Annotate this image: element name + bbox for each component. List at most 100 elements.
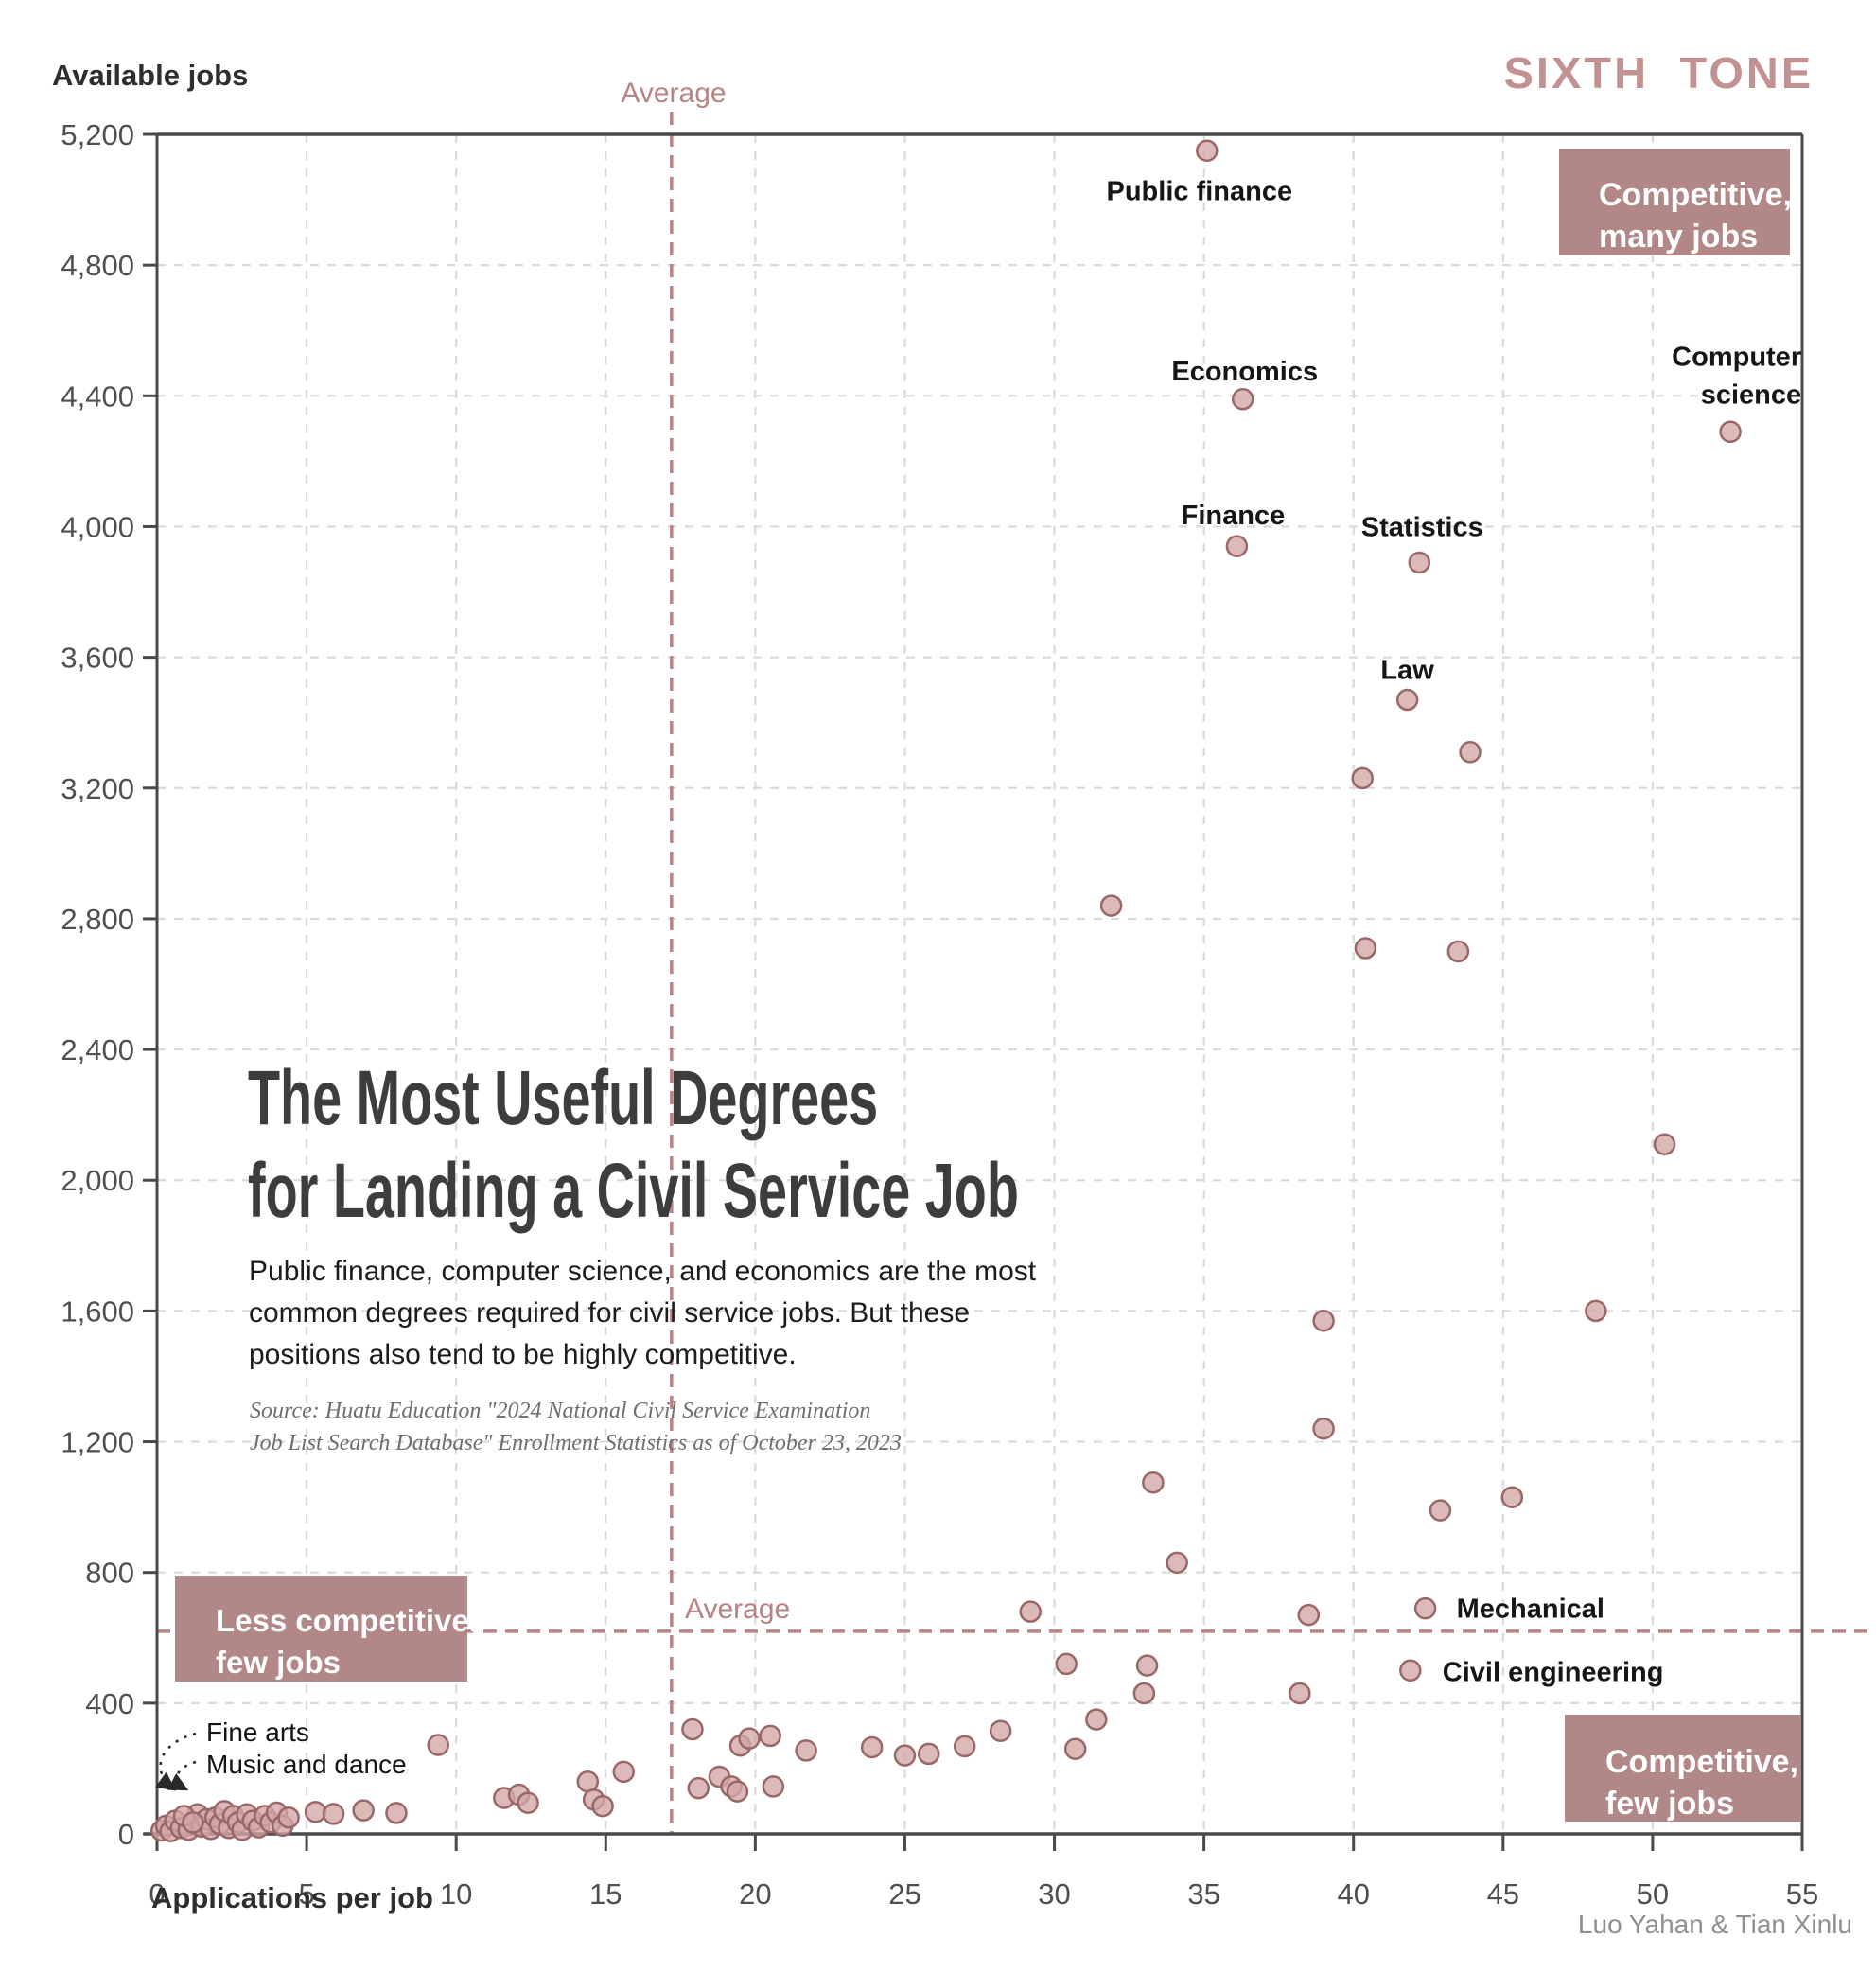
data-point [612, 1760, 635, 1784]
point-label-law: Law [1380, 656, 1434, 686]
chart-subtitle: Public finance, computer science, and ec… [249, 1251, 1036, 1376]
data-point [1312, 1309, 1335, 1332]
quadrant-box-competitive-few-jobs: Competitive, few jobs [1565, 1715, 1801, 1822]
x-tick-label: 50 [1637, 1877, 1669, 1911]
data-point [1099, 894, 1123, 917]
quadrant-box-line: Competitive, [1605, 1744, 1799, 1780]
y-tick-label: 4,000 [61, 510, 134, 543]
average-y-label: Average [685, 1594, 791, 1625]
data-point [917, 1742, 940, 1766]
average-x-label: Average [621, 78, 727, 109]
data-point [989, 1719, 1012, 1742]
x-tick-label: 5 [298, 1877, 314, 1911]
point-label-public-finance: Public finance [1106, 176, 1292, 206]
point-label-statistics: Statistics [1361, 512, 1483, 542]
data-point [1459, 741, 1482, 764]
fine-arts-label: Fine arts [206, 1718, 309, 1747]
x-tick-label: 0 [149, 1877, 165, 1911]
chart-title: The Most Useful Degrees for Landing a Ci… [248, 1052, 1019, 1238]
data-point [1446, 940, 1470, 963]
data-point [759, 1724, 781, 1748]
plot-border [144, 132, 1804, 1836]
data-point [1019, 1600, 1043, 1623]
data-point [953, 1735, 976, 1758]
point-label-computer-science: science [1701, 379, 1801, 410]
data-point-music-and-dance [182, 1811, 204, 1834]
fine-arts-arrow [154, 1732, 197, 1791]
data-point [1351, 766, 1374, 790]
data-point [1429, 1499, 1452, 1522]
point-label-mechanical: Mechanical [1457, 1594, 1604, 1625]
y-tick-label: 4,800 [61, 249, 134, 282]
source-note: Source: Huatu Education "2024 National C… [250, 1395, 902, 1459]
y-tick-label: 800 [85, 1557, 134, 1590]
quadrant-box-line: few jobs [1605, 1786, 1735, 1822]
data-point [385, 1802, 408, 1824]
data-point [352, 1799, 375, 1822]
x-tick-label: 55 [1786, 1877, 1818, 1911]
source-line1: Source: Huatu Education "2024 National C… [250, 1399, 871, 1423]
credits: Luo Yahan & Tian Xinlu [1577, 1910, 1852, 1939]
gridlines [157, 134, 1802, 1834]
x-tick-label: 35 [1187, 1877, 1219, 1911]
data-point-statistics [1408, 551, 1431, 574]
data-point [517, 1791, 539, 1814]
chart-title-line1: The Most Useful Degrees [248, 1055, 879, 1141]
data-point [1132, 1682, 1156, 1705]
data-point [427, 1734, 449, 1756]
data-point [795, 1739, 817, 1762]
data-point [1289, 1682, 1311, 1705]
data-point-civil-engineering [1399, 1659, 1422, 1682]
data-point [1653, 1133, 1676, 1155]
point-label-civil-engineering: Civil engineering [1443, 1657, 1664, 1687]
sixth-tone-logo: SIXTH TONE [1503, 48, 1814, 97]
quadrant-box-line: few jobs [216, 1645, 342, 1680]
data-point [591, 1794, 614, 1818]
data-point-public-finance [1196, 139, 1219, 163]
data-point [860, 1735, 884, 1759]
data-points [149, 139, 1742, 1842]
data-point-computer-science [1719, 420, 1742, 444]
axis-ticks: 0 5 10 15 20 25 30 35 40 45 50 55 0 400 800 1,200 1,600 2… [61, 118, 1818, 1911]
quadrant-box-line: many jobs [1599, 219, 1759, 255]
y-tick-label: 1,600 [61, 1295, 134, 1328]
data-point [1135, 1654, 1159, 1677]
data-point [1063, 1737, 1087, 1760]
quadrant-box-less-competitive-few-jobs: Less competitive, few jobs [175, 1576, 478, 1682]
y-tick-label: 2,400 [61, 1033, 134, 1066]
x-tick-label: 40 [1337, 1877, 1369, 1911]
chart-subtitle-line2: common degrees required for civil servic… [249, 1297, 971, 1329]
data-point [1312, 1417, 1335, 1440]
music-and-dance-label: Music and dance [206, 1750, 407, 1779]
x-tick-label: 10 [440, 1877, 472, 1911]
data-point-law [1395, 688, 1419, 712]
chart-title-line2: for Landing a Civil Service Job [248, 1148, 1019, 1234]
data-point-mechanical [1413, 1596, 1437, 1620]
data-point [304, 1801, 327, 1823]
quadrant-box-line: Competitive, [1599, 177, 1793, 213]
y-tick-label: 5,200 [61, 118, 134, 151]
y-tick-label: 3,200 [61, 772, 134, 805]
data-point [277, 1806, 300, 1829]
y-tick-label: 2,000 [61, 1164, 134, 1197]
data-point [1166, 1551, 1188, 1575]
data-point [681, 1718, 704, 1741]
data-point [1585, 1299, 1607, 1323]
point-label-computer-science: Computer [1672, 342, 1801, 372]
y-tick-label: 2,800 [61, 903, 134, 936]
data-point [1085, 1708, 1108, 1731]
data-point [1142, 1471, 1165, 1494]
music-and-dance-arrow [167, 1760, 197, 1791]
x-tick-label: 30 [1038, 1877, 1070, 1911]
x-tick-label: 15 [589, 1877, 622, 1911]
data-point [1297, 1603, 1321, 1627]
data-point [322, 1803, 345, 1825]
data-point-finance [1225, 535, 1249, 557]
y-tick-label: 0 [118, 1818, 134, 1851]
callout-arrows [154, 1732, 197, 1791]
data-point [1354, 937, 1377, 960]
y-tick-label: 1,200 [61, 1426, 134, 1459]
y-tick-label: 4,400 [61, 379, 134, 413]
source-line2: Job List Search Database" Enrollment Sta… [250, 1431, 902, 1455]
